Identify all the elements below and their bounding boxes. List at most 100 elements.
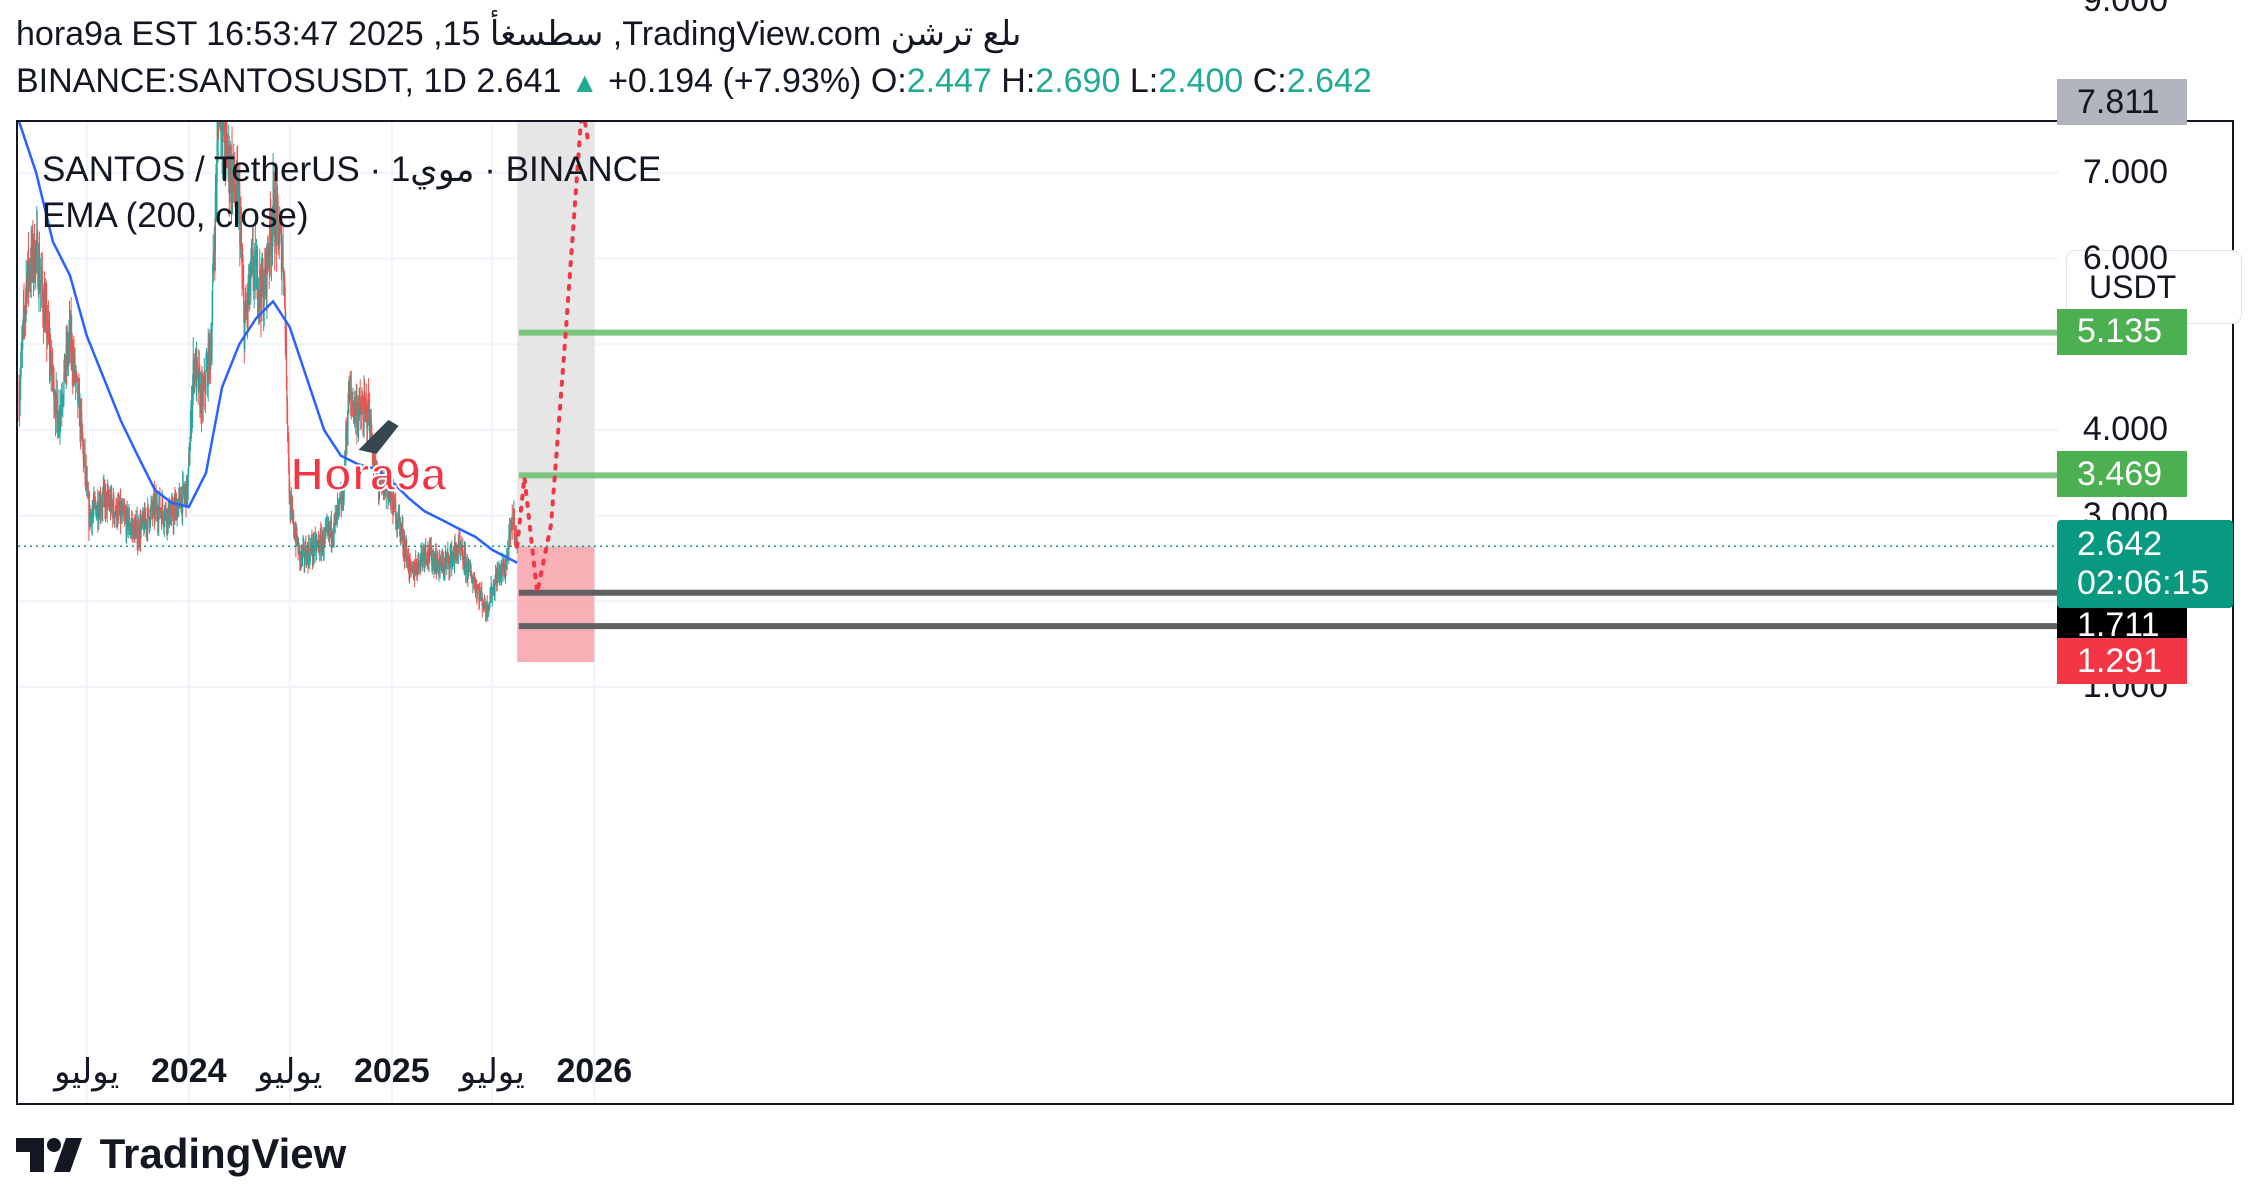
candle-body [82,436,84,443]
candle-body [432,556,434,564]
candle-body [400,524,402,533]
candle-body [370,419,372,439]
candle-body [148,508,150,518]
candle-body [278,223,280,250]
candle-body [233,159,235,187]
symbol-legend[interactable]: SANTOS / TetherUS · 1موي · BINANCE [42,150,662,189]
candle-body [346,430,348,439]
candle-body [322,535,324,551]
price-chart[interactable]: Hora9a [18,122,2232,1103]
candle-body [272,181,274,217]
candle-body [510,518,512,535]
candle-body [323,534,325,549]
candle-body [227,160,229,168]
candle-body [152,500,154,513]
candle-body [27,252,30,279]
tradingview-logo-icon [16,1138,82,1172]
candle-body [234,186,236,192]
candle-body [19,385,21,399]
current-price-label: 2.642 02:06:15 [2057,520,2233,609]
candle-body [220,122,223,127]
candle-body [380,473,382,479]
candle-body [158,507,160,522]
candle-body [167,509,169,525]
candle-body [467,564,469,576]
candle-body [18,398,21,415]
candle-body [71,339,73,366]
candle-body [514,536,517,539]
candle-body [334,516,336,519]
candle-body [301,550,304,558]
candle-body [165,507,167,518]
candle-body [487,608,489,614]
candle-body [236,167,238,176]
candle-body [311,542,313,553]
candle-body [70,319,72,352]
time-axis-tick: يوليو [459,1053,525,1091]
candle-body [351,402,354,406]
candle-body [111,503,113,505]
chart-frame[interactable]: Hora9a SANTOS / TetherUS · 1موي · BINANC… [16,0,2242,1105]
candle-body [441,558,443,572]
candle-body [22,322,24,337]
candle-body [408,558,411,573]
low-label: L: [1129,62,1159,100]
candle-body [401,531,403,533]
candle-body [204,374,206,391]
candle-body [106,493,108,510]
candle-body [127,510,129,531]
candle-body [410,561,412,569]
candle-body [451,557,453,567]
candle-body [177,504,179,516]
candle-body [354,397,356,416]
candle-body [263,269,265,305]
candle-body [516,533,518,541]
candle-body [209,336,211,346]
candle-body [48,336,51,359]
candle-body [479,589,481,598]
candle-body [494,575,497,582]
candle-body [491,586,493,599]
candle-body [277,203,279,224]
price-label-target_1: 3.469 [2057,451,2187,498]
up-triangle-icon: ▲ [570,67,599,98]
candle-body [215,183,218,188]
candle-body [361,404,364,410]
candle-body [196,359,198,366]
candle-body [59,415,61,423]
watermark-text: Hora9a [291,448,447,500]
candle-body [107,492,109,502]
candle-body [178,493,180,497]
projection-path [515,122,590,594]
candle-body [184,491,186,496]
candle-body [387,492,390,500]
candle-body [89,512,92,523]
candle-body [116,519,118,522]
candle-body [332,536,334,540]
price-axis-tick: 6.000 [2082,238,2168,277]
candle-body [479,595,482,598]
candle-body [56,395,58,414]
candle-body [74,377,77,379]
candle-body [216,142,218,184]
time-axis-tick: 2026 [556,1052,633,1090]
candle-body [379,471,381,484]
candle-body [324,531,326,537]
candle-body [208,336,210,379]
candle-body [461,547,463,552]
candle-body [213,249,215,258]
candle-body [46,302,48,339]
candle-body [325,526,327,530]
candle-body [462,561,464,563]
candle-body [251,252,253,261]
ema-legend[interactable]: EMA (200, close) [42,196,309,235]
time-axis-tick: يوليو [257,1053,323,1091]
candle-body [428,544,431,560]
candle-body [473,580,476,588]
candle-body [303,545,305,560]
candle-body [129,528,132,530]
candle-body [356,402,358,428]
candle-body [319,534,321,552]
candle-body [496,570,498,586]
candle-body [127,524,129,531]
